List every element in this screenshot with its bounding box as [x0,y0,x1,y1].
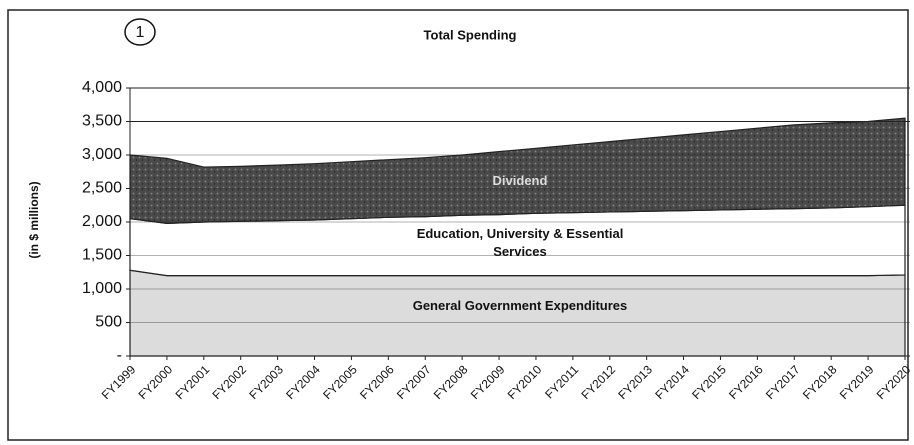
x-tick-label: FY2015 [689,362,729,402]
y-axis-label: (in $ millions) [27,181,41,258]
x-tick-label: FY2011 [542,362,581,401]
x-tick-label: FY2016 [726,362,766,402]
series-label: Dividend [492,173,548,188]
annotation-mark: 1 [124,18,156,46]
x-tick-label: FY2001 [173,362,213,402]
x-tick-label: FY2012 [579,362,619,402]
x-tick-label: FY2006 [357,362,397,402]
chart-title: Total Spending [424,27,517,42]
y-tick-label: 1,000 [82,280,122,297]
y-tick-label: 1,500 [82,247,122,264]
y-tick-label: 3,500 [82,113,122,130]
x-tick-label: FY2005 [320,362,360,402]
x-tick-label: FY2014 [652,362,692,402]
x-tick-label: FY2003 [246,362,286,402]
y-tick-label: 500 [95,314,122,331]
x-tick-label: FY2000 [136,362,176,402]
y-tick-label: 4,000 [82,79,122,96]
x-tick-label: FY2004 [283,362,323,402]
x-tick-label: FY2013 [615,362,655,402]
x-tick-label: FY2017 [763,362,803,402]
y-tick-label: 3,000 [82,146,122,163]
y-tick-label: - [117,347,122,364]
y-tick-label: 2,500 [82,180,122,197]
y-tick-label: 2,000 [82,213,122,230]
x-tick-label: FY2018 [800,362,840,402]
frame [7,9,909,441]
x-tick-label: FY2019 [837,362,877,402]
series-label: General Government Expenditures [412,298,628,313]
x-tick-label: FY2008 [431,362,471,402]
x-tick-label: FY2002 [209,362,249,402]
handwritten-circle [124,18,156,46]
x-tick-label: FY2009 [468,362,508,402]
series-label: Education, University & Essential Servic… [416,226,624,259]
area [129,117,906,224]
annotation: 1 [136,24,145,41]
x-tick-label: FY2007 [394,362,434,402]
x-tick-label: FY2010 [505,362,545,402]
x-tick-label: FY1999 [99,362,139,402]
